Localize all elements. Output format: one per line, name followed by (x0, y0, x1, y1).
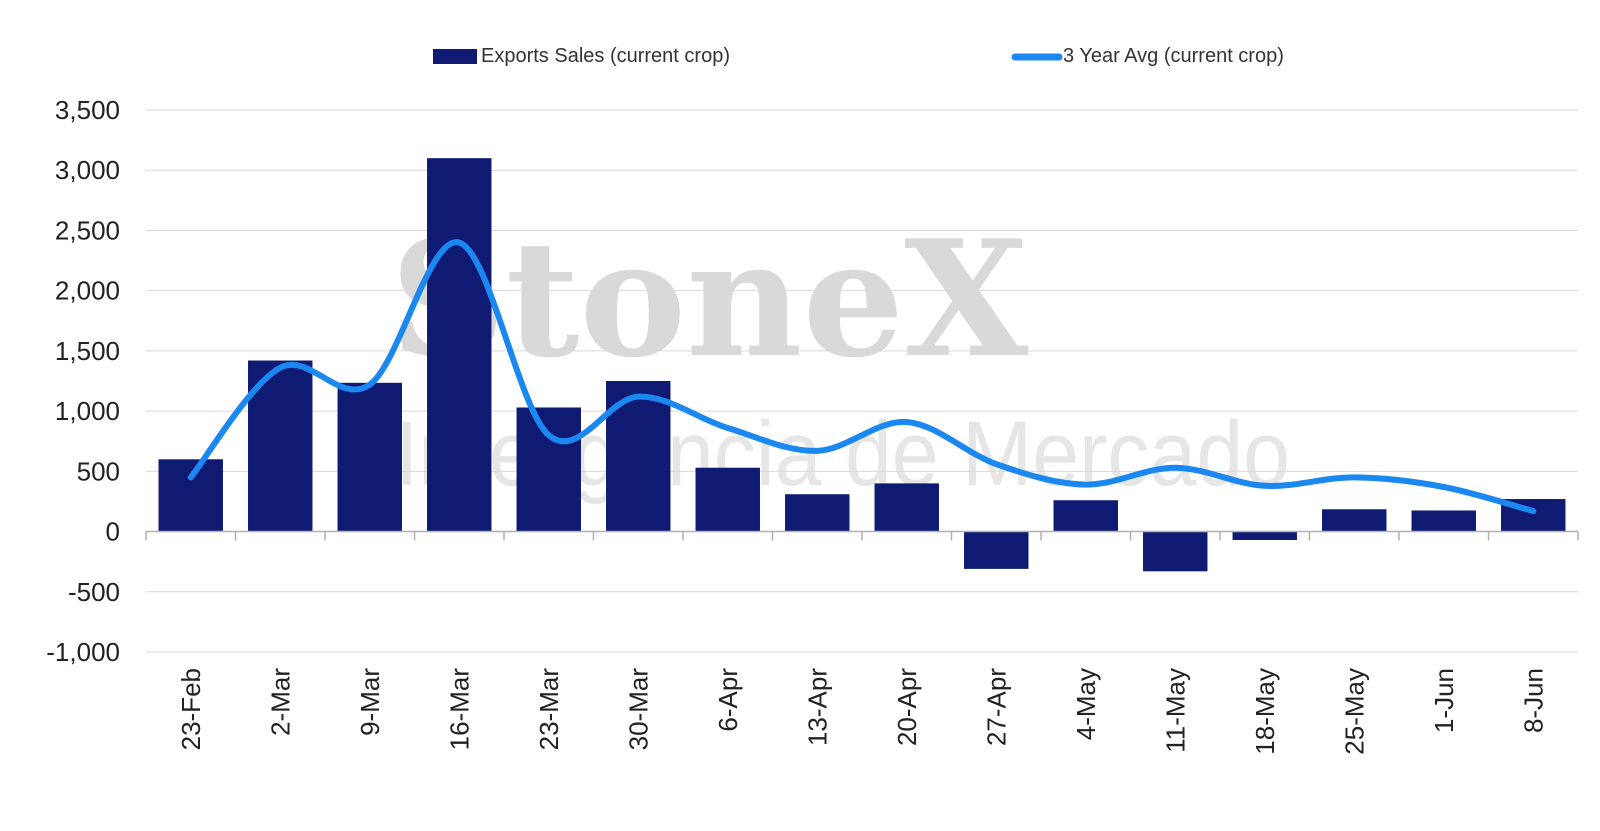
bar-25-May (1322, 509, 1387, 532)
x-tick-label: 8-Jun (1518, 668, 1548, 733)
y-tick-label: 2,500 (55, 215, 120, 245)
bar-1-Jun (1411, 510, 1476, 532)
x-tick-label: 23-Mar (534, 668, 564, 751)
x-axis-labels: 23-Feb 2-Mar 9-Mar 16-Mar 23-Mar 30-Mar 6-Apr 1… (176, 668, 1549, 755)
bar-23-Feb (158, 459, 223, 532)
y-tick-label: 500 (77, 456, 120, 486)
bar-13-Apr (785, 494, 850, 532)
bar-27-Apr (964, 531, 1029, 569)
x-tick-label: 18-May (1250, 668, 1280, 755)
x-tick-label: 11-May (1160, 668, 1190, 753)
y-tick-label: 0 (106, 517, 120, 547)
legend-swatch-exports (433, 49, 477, 64)
bar-9-Mar (337, 382, 402, 532)
line-series-avg (187, 239, 1537, 515)
x-tick-label: 6-Apr (713, 668, 743, 732)
bar-18-May (1232, 531, 1297, 540)
legend-label-avg: 3 Year Avg (current crop) (1063, 45, 1284, 67)
x-tick-label: 13-Apr (802, 668, 832, 746)
x-axis (145, 530, 1579, 541)
x-tick-label: 2-Mar (265, 668, 295, 736)
watermark-brand: StoneX (390, 205, 1028, 393)
x-tick-label: 30-Mar (623, 668, 653, 751)
bar-11-May (1143, 531, 1208, 572)
y-axis: -1,000 -500 0 500 1,000 1,500 2,000 2,500 3,000 3… (46, 95, 120, 667)
watermark-registered: ® (924, 246, 948, 274)
bar-20-Apr (874, 483, 939, 532)
legend-label-exports: Exports Sales (current crop) (481, 45, 730, 67)
x-tick-label: 20-Apr (892, 668, 922, 746)
gridlines (146, 109, 1578, 653)
x-tick-label: 9-Mar (355, 668, 385, 736)
x-tick-label: 27-Apr (981, 668, 1011, 746)
bar-4-May (1053, 500, 1118, 532)
bar-23-Mar (516, 407, 581, 532)
y-tick-label: -1,000 (46, 637, 120, 667)
y-tick-label: -500 (68, 577, 120, 607)
y-tick-label: 1,500 (55, 336, 120, 366)
x-tick-label: 4-May (1071, 668, 1101, 740)
y-tick-label: 2,000 (55, 276, 120, 306)
x-tick-label: 1-Jun (1429, 668, 1459, 733)
y-tick-label: 3,000 (55, 155, 120, 185)
x-tick-label: 23-Feb (176, 668, 206, 750)
bar-series-exports (158, 158, 1566, 572)
avg-line-path (187, 239, 1537, 515)
legend: Exports Sales (current crop) 3 Year Avg … (433, 45, 1284, 67)
y-tick-label: 3,500 (55, 95, 120, 125)
bar-6-Apr (695, 467, 760, 532)
x-tick-label: 25-May (1339, 668, 1369, 755)
y-tick-label: 1,000 (55, 396, 120, 426)
x-tick-label: 16-Mar (444, 668, 474, 751)
bar-16-Mar (427, 158, 492, 532)
